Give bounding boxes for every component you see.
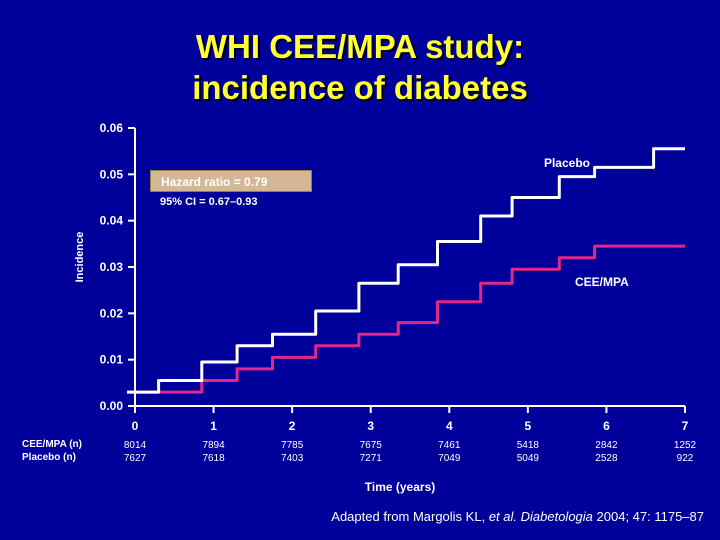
x-tick-label: 6 bbox=[603, 419, 610, 433]
y-tick-label: 0.05 bbox=[100, 167, 124, 181]
at-risk-cee-mpa-value: 2842 bbox=[595, 440, 618, 451]
at-risk-placebo-value: 5049 bbox=[517, 453, 540, 464]
at-risk-row-labels: CEE/MPA (n) Placebo (n) bbox=[22, 438, 82, 464]
y-tick-label: 0.01 bbox=[100, 353, 124, 367]
citation-prefix: Adapted from Margolis KL, bbox=[331, 509, 489, 524]
cee-mpa-series-label: CEE/MPA bbox=[575, 275, 629, 289]
citation-journal: Diabetologia bbox=[520, 509, 593, 524]
x-tick-label: 2 bbox=[289, 419, 296, 433]
at-risk-cee-mpa-value: 7894 bbox=[202, 440, 225, 451]
at-risk-placebo-value: 7049 bbox=[438, 453, 461, 464]
citation-etal: et al. bbox=[488, 509, 517, 524]
at-risk-placebo-value: 7627 bbox=[124, 453, 147, 464]
at-risk-cee-mpa-value: 5418 bbox=[517, 440, 540, 451]
at-risk-placebo-value: 922 bbox=[677, 453, 694, 464]
x-tick-label: 7 bbox=[682, 419, 689, 433]
at-risk-placebo-value: 2528 bbox=[595, 453, 618, 464]
x-tick-label: 3 bbox=[367, 419, 374, 433]
at-risk-cee-mpa-value: 8014 bbox=[124, 440, 147, 451]
at-risk-placebo-value: 7403 bbox=[281, 453, 304, 464]
hazard-ratio-box: Hazard ratio = 0.79 bbox=[150, 170, 312, 192]
y-tick-label: 0.02 bbox=[100, 306, 124, 320]
citation-suffix: 2004; 47: 1175–87 bbox=[592, 509, 704, 524]
title-line-2: incidence of diabetes bbox=[192, 69, 528, 106]
placebo-series-line bbox=[127, 147, 685, 394]
at-risk-cee-mpa-value: 1252 bbox=[674, 440, 697, 451]
at-risk-label-cee-mpa: CEE/MPA (n) bbox=[22, 439, 82, 450]
placebo-series-label: Placebo bbox=[544, 156, 590, 170]
at-risk-cee-mpa-value: 7675 bbox=[360, 440, 383, 451]
at-risk-placebo-value: 7618 bbox=[202, 453, 225, 464]
at-risk-label-placebo: Placebo (n) bbox=[22, 452, 76, 463]
y-axis-label: Incidence bbox=[74, 232, 86, 283]
y-tick-label: 0.06 bbox=[100, 121, 124, 135]
y-tick-label: 0.00 bbox=[100, 399, 124, 413]
y-tick-label: 0.04 bbox=[100, 214, 124, 228]
slide-title: WHI CEE/MPA study: incidence of diabetes bbox=[0, 26, 720, 108]
title-line-1: WHI CEE/MPA study: bbox=[195, 28, 525, 65]
citation: Adapted from Margolis KL, et al. Diabeto… bbox=[331, 509, 704, 524]
confidence-interval-text: 95% CI = 0.67–0.93 bbox=[160, 196, 258, 208]
at-risk-cee-mpa-value: 7785 bbox=[281, 440, 304, 451]
x-tick-label: 1 bbox=[210, 419, 217, 433]
x-tick-label: 5 bbox=[525, 419, 532, 433]
x-tick-label: 0 bbox=[132, 419, 139, 433]
x-axis-label: Time (years) bbox=[365, 480, 435, 494]
at-risk-placebo-value: 7271 bbox=[360, 453, 383, 464]
y-tick-label: 0.03 bbox=[100, 260, 124, 274]
at-risk-cee-mpa-value: 7461 bbox=[438, 440, 461, 451]
x-tick-label: 4 bbox=[446, 419, 453, 433]
cee-mpa-series-line bbox=[127, 244, 685, 394]
